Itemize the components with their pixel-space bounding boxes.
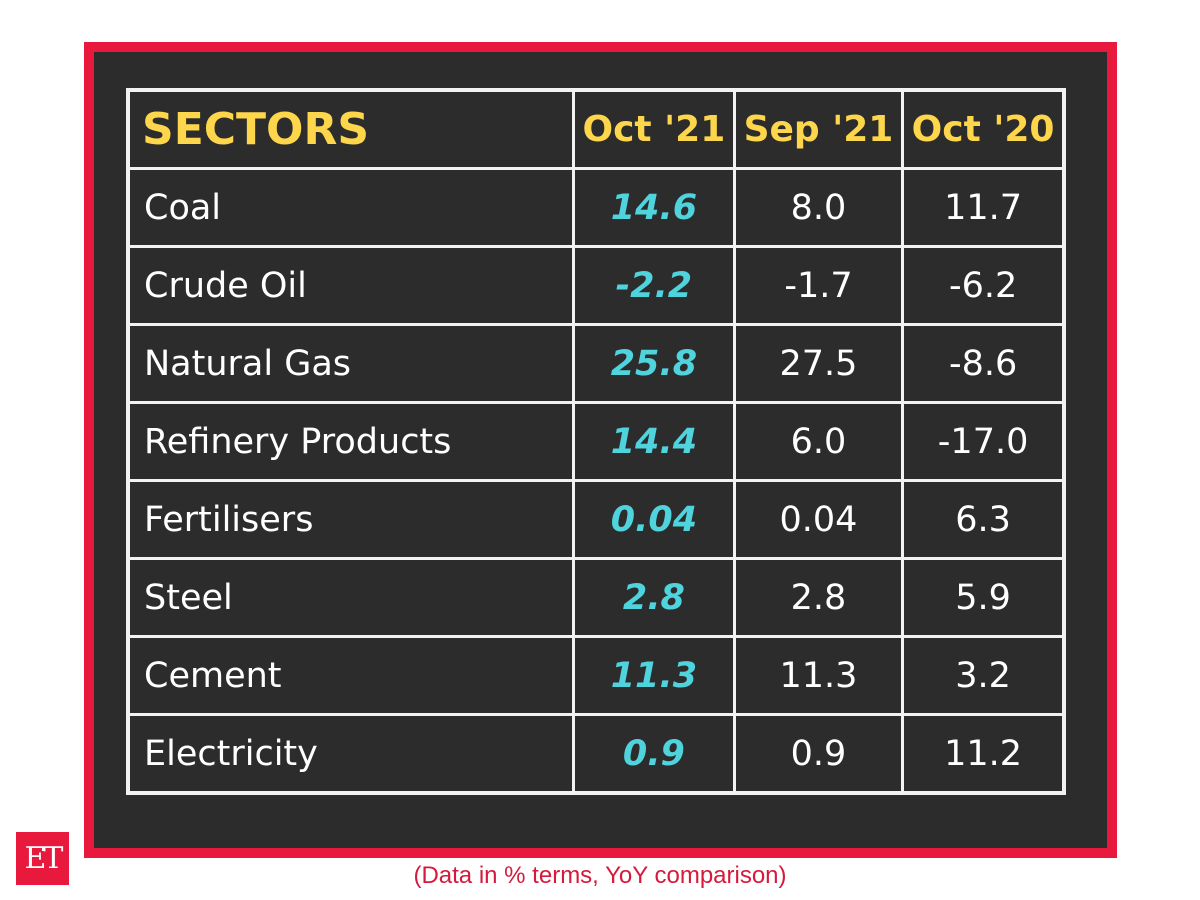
value-cell: -8.6	[901, 323, 1066, 404]
value-cell: 8.0	[732, 167, 905, 248]
value-cell: 11.7	[901, 167, 1066, 248]
value-cell: 2.8	[732, 557, 905, 638]
sector-name: Electricity	[126, 713, 575, 795]
caption: (Data in % terms, YoY comparison)	[413, 862, 787, 889]
value-cell: 6.3	[901, 479, 1066, 560]
sectors-table: SECTORS Oct '21 Sep '21 Oct '20 Coal 14.6 8.0…	[126, 88, 1066, 795]
value-cell: 3.2	[901, 635, 1066, 716]
column-header: Sep '21	[732, 88, 905, 170]
table-row: Fertilisers 0.04 0.04 6.3	[126, 479, 1066, 560]
sector-name: Cement	[126, 635, 575, 716]
value-cell: 14.6	[572, 167, 736, 248]
value-cell: 0.04	[572, 479, 736, 560]
table-row: Crude Oil -2.2 -1.7 -6.2	[126, 245, 1066, 326]
sector-name: Coal	[126, 167, 575, 248]
value-cell: -2.2	[572, 245, 736, 326]
table-row: Electricity 0.9 0.9 11.2	[126, 713, 1066, 795]
table-panel: SECTORS Oct '21 Sep '21 Oct '20 Coal 14.6 8.0…	[94, 52, 1107, 848]
red-frame: SECTORS Oct '21 Sep '21 Oct '20 Coal 14.6 8.0…	[84, 42, 1117, 858]
value-cell: 0.9	[572, 713, 736, 795]
value-cell: 11.2	[901, 713, 1066, 795]
value-cell: 14.4	[572, 401, 736, 482]
column-header: Oct '21	[572, 88, 736, 170]
table-row: Coal 14.6 8.0 11.7	[126, 167, 1066, 248]
value-cell: 25.8	[572, 323, 736, 404]
column-header: SECTORS	[126, 88, 575, 170]
value-cell: 0.9	[732, 713, 905, 795]
column-header: Oct '20	[901, 88, 1066, 170]
sector-name: Natural Gas	[126, 323, 575, 404]
table-row: Natural Gas 25.8 27.5 -8.6	[126, 323, 1066, 404]
header-row: SECTORS Oct '21 Sep '21 Oct '20	[126, 88, 1066, 170]
value-cell: 6.0	[732, 401, 905, 482]
sector-name: Steel	[126, 557, 575, 638]
table-row: Steel 2.8 2.8 5.9	[126, 557, 1066, 638]
sector-name: Refinery Products	[126, 401, 575, 482]
value-cell: 0.04	[732, 479, 905, 560]
sector-name: Fertilisers	[126, 479, 575, 560]
value-cell: 2.8	[572, 557, 736, 638]
sector-name: Crude Oil	[126, 245, 575, 326]
value-cell: -17.0	[901, 401, 1066, 482]
value-cell: -6.2	[901, 245, 1066, 326]
value-cell: 11.3	[732, 635, 905, 716]
value-cell: 5.9	[901, 557, 1066, 638]
value-cell: 11.3	[572, 635, 736, 716]
table-row: Refinery Products 14.4 6.0 -17.0	[126, 401, 1066, 482]
value-cell: 27.5	[732, 323, 905, 404]
value-cell: -1.7	[732, 245, 905, 326]
et-logo: ET	[16, 832, 69, 885]
table-row: Cement 11.3 11.3 3.2	[126, 635, 1066, 716]
